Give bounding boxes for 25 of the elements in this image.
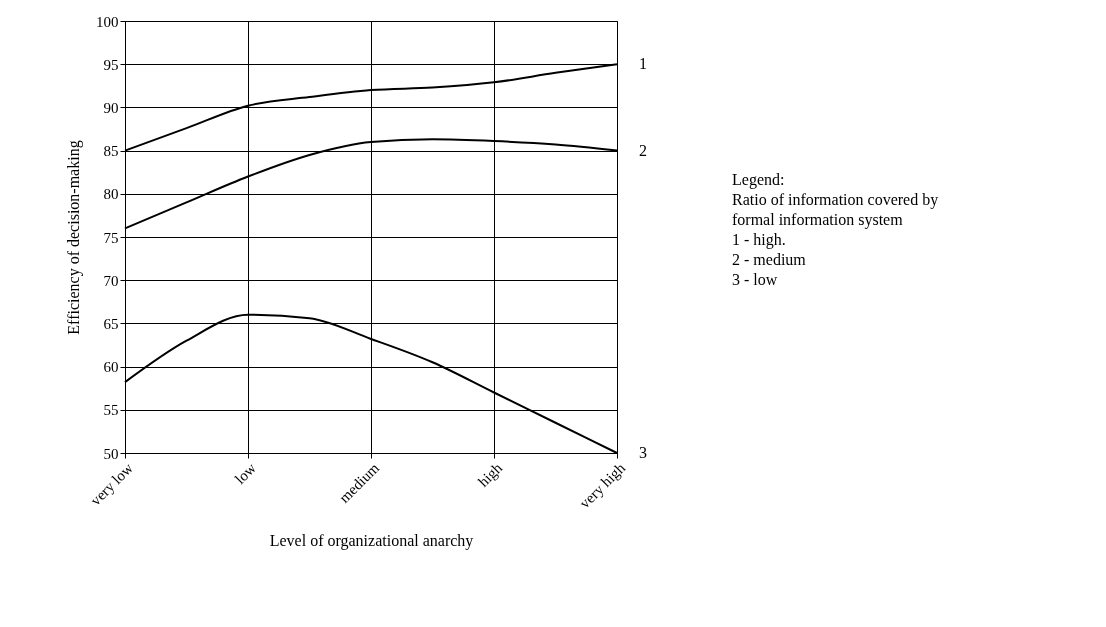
- text: 1 - high.: [732, 231, 786, 250]
- text: Ratio of information covered by formal information system: [732, 191, 939, 230]
- text: Legend:: [732, 171, 785, 190]
- x-tick-label: low: [231, 459, 260, 488]
- series-label: 2: [639, 141, 647, 159]
- y-tick-label: 65: [103, 315, 119, 332]
- x-tick-label: very low: [87, 459, 137, 509]
- y-tick-label: 85: [103, 143, 119, 160]
- y-axis-title: Efficiency of decision-making: [65, 140, 83, 335]
- y-tick-label: 55: [103, 402, 119, 419]
- y-tick-label: 90: [103, 99, 119, 116]
- y-tick-label: 95: [103, 56, 119, 73]
- y-tick-label: 80: [103, 186, 119, 203]
- y-tick-label: 60: [103, 359, 119, 376]
- y-tick-label: 50: [103, 445, 119, 462]
- x-axis-title: Level of organizational anarchy: [269, 532, 474, 551]
- text: 3 - low: [732, 271, 778, 289]
- y-tick-label: 75: [103, 229, 119, 246]
- x-tick-label: high: [474, 459, 506, 490]
- x-tick-label: very high: [576, 459, 629, 512]
- series-label: 3: [639, 444, 647, 461]
- y-tick-label: 100: [96, 13, 119, 30]
- series-label: 1: [639, 55, 647, 73]
- text: 2 - medium: [732, 251, 807, 269]
- y-tick-label: 70: [103, 272, 119, 289]
